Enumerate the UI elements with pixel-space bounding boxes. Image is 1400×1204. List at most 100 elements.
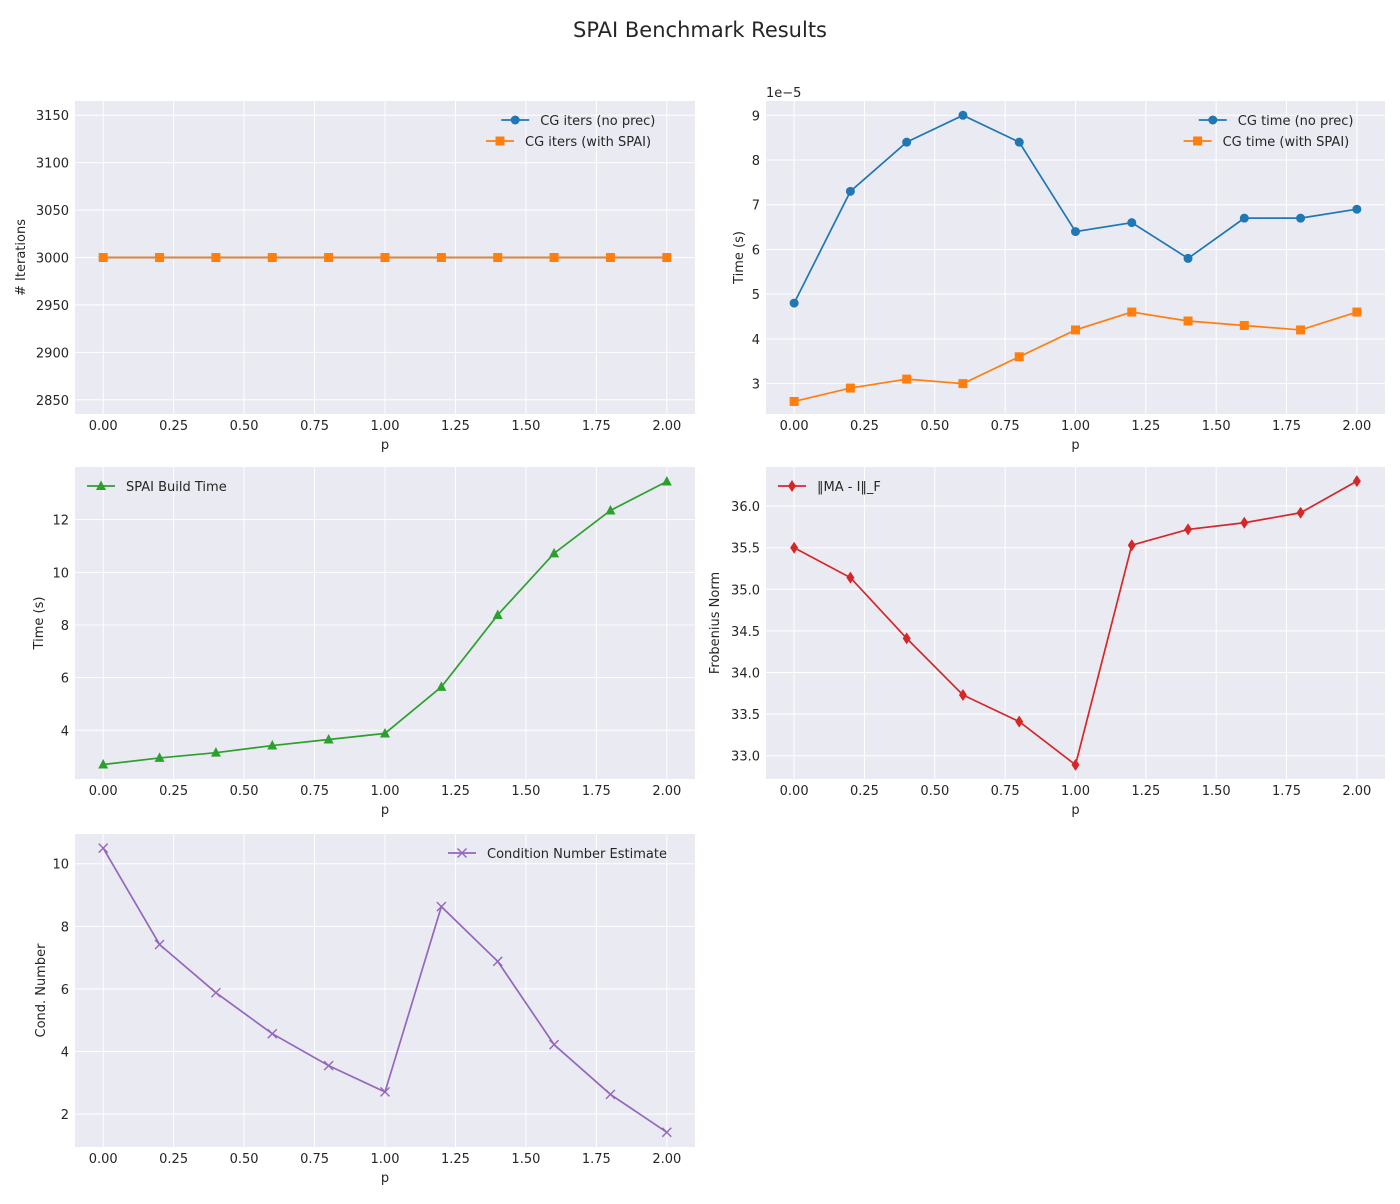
legend-label: ‖MA - I‖_F xyxy=(817,480,881,495)
y-tick-label: 5 xyxy=(752,288,760,303)
x-tick-label: 1.75 xyxy=(582,419,611,434)
data-point xyxy=(1071,325,1080,335)
x-axis-label: p xyxy=(381,803,389,818)
data-point xyxy=(1296,213,1306,223)
data-point xyxy=(1183,253,1193,263)
data-point xyxy=(958,110,968,120)
x-tick-label: 1.00 xyxy=(371,419,400,434)
data-point xyxy=(267,253,277,262)
data-point xyxy=(436,681,447,691)
x-tick-label: 2.00 xyxy=(652,1152,681,1167)
data-point xyxy=(549,1039,560,1050)
data-point xyxy=(323,1060,334,1071)
data-point xyxy=(661,475,672,486)
data-point xyxy=(902,374,912,384)
data-point xyxy=(1127,539,1136,552)
x-tick-label: 1.75 xyxy=(582,784,611,799)
data-point xyxy=(210,747,221,757)
y-tick-label: 3050 xyxy=(36,204,69,219)
series-square xyxy=(789,307,1362,406)
data-point xyxy=(790,541,799,554)
data-point xyxy=(436,901,447,912)
legend-label: CG time (with SPAI) xyxy=(1223,135,1350,150)
x-tick-label: 0.00 xyxy=(89,419,118,434)
legend-marker xyxy=(1208,115,1218,125)
data-point xyxy=(958,379,968,389)
y-tick-label: 3 xyxy=(752,378,760,393)
data-point xyxy=(492,609,503,619)
series-square xyxy=(98,253,672,262)
data-point xyxy=(549,253,559,262)
y-tick-label: 34.5 xyxy=(731,625,760,640)
legend-label: CG time (no prec) xyxy=(1238,114,1354,129)
data-point xyxy=(1239,320,1249,330)
x-tick-label: 1.75 xyxy=(582,1152,611,1167)
x-tick-label: 0.25 xyxy=(850,419,879,434)
y-tick-label: 33.5 xyxy=(731,708,760,723)
legend-label: SPAI Build Time xyxy=(126,480,227,495)
y-axis-label: Time (s) xyxy=(732,231,747,285)
legend-marker xyxy=(96,480,106,490)
x-tick-label: 0.25 xyxy=(159,784,188,799)
y-tick-label: 12 xyxy=(52,514,69,529)
data-point xyxy=(1071,758,1080,771)
x-tick-label: 0.25 xyxy=(159,1152,188,1167)
x-tick-label: 1.50 xyxy=(511,1152,540,1167)
data-point xyxy=(324,253,334,262)
x-tick-label: 0.75 xyxy=(300,1152,329,1167)
x-tick-label: 0.75 xyxy=(300,784,329,799)
x-tick-label: 0.50 xyxy=(230,419,259,434)
data-point xyxy=(605,504,616,515)
data-point xyxy=(1014,352,1024,362)
x-tick-label: 1.50 xyxy=(1202,784,1231,799)
x-tick-label: 0.75 xyxy=(991,419,1020,434)
x-tick-label: 0.50 xyxy=(230,784,259,799)
y-tick-label: 8 xyxy=(752,154,760,169)
x-tick-label: 0.00 xyxy=(780,784,809,799)
data-point xyxy=(155,253,165,262)
data-point xyxy=(1296,506,1305,519)
x-tick-label: 1.25 xyxy=(441,1152,470,1167)
legend-marker xyxy=(495,136,505,146)
chart-panel-3: 0.00 0.25 0.50 0.75 1.00 1.25 1.50 1.75 2.00 4 6 8 1… xyxy=(32,467,695,818)
data-point xyxy=(661,1127,672,1138)
data-point xyxy=(846,571,855,584)
x-tick-label: 1.50 xyxy=(511,419,540,434)
data-point xyxy=(1015,715,1024,728)
y-tick-label: 35.0 xyxy=(731,583,760,598)
x-axis-label: p xyxy=(381,1171,389,1186)
data-point xyxy=(323,734,334,744)
data-point xyxy=(98,253,108,262)
data-point xyxy=(267,740,278,750)
x-tick-label: 1.25 xyxy=(1131,419,1160,434)
y-tick-label: 2 xyxy=(61,1108,69,1123)
data-point xyxy=(154,752,165,762)
y-axis-label: Cond. Number xyxy=(34,943,49,1038)
data-point xyxy=(210,987,221,998)
x-tick-label: 0.00 xyxy=(89,1152,118,1167)
y-axis-label: Frobenius Norm xyxy=(708,572,723,674)
chart-panel-1: 0.00 0.25 0.50 0.75 1.00 1.25 1.50 1.75 2.00 2850… xyxy=(14,101,695,453)
y-tick-label: 10 xyxy=(52,858,69,873)
data-point xyxy=(958,688,967,701)
x-tick-label: 0.00 xyxy=(89,784,118,799)
x-tick-label: 1.25 xyxy=(1131,784,1160,799)
y-tick-label: 3000 xyxy=(36,252,69,267)
data-point xyxy=(380,1086,390,1097)
data-point xyxy=(1014,137,1024,147)
data-point xyxy=(1352,307,1362,317)
legend-marker xyxy=(510,115,520,125)
x-tick-label: 1.00 xyxy=(1061,419,1090,434)
x-axis-label: p xyxy=(1071,438,1079,453)
y-tick-label: 8 xyxy=(61,619,69,634)
y-tick-label: 2850 xyxy=(36,394,69,409)
y-tick-label: 34.0 xyxy=(731,667,760,682)
y-axis-label: # Iterations xyxy=(14,219,29,296)
figure-title: SPAI Benchmark Results xyxy=(573,18,827,42)
x-tick-label: 2.00 xyxy=(652,784,681,799)
y-axis-label: Time (s) xyxy=(32,597,47,651)
x-tick-label: 0.50 xyxy=(920,784,949,799)
series-diamond xyxy=(790,475,1361,771)
